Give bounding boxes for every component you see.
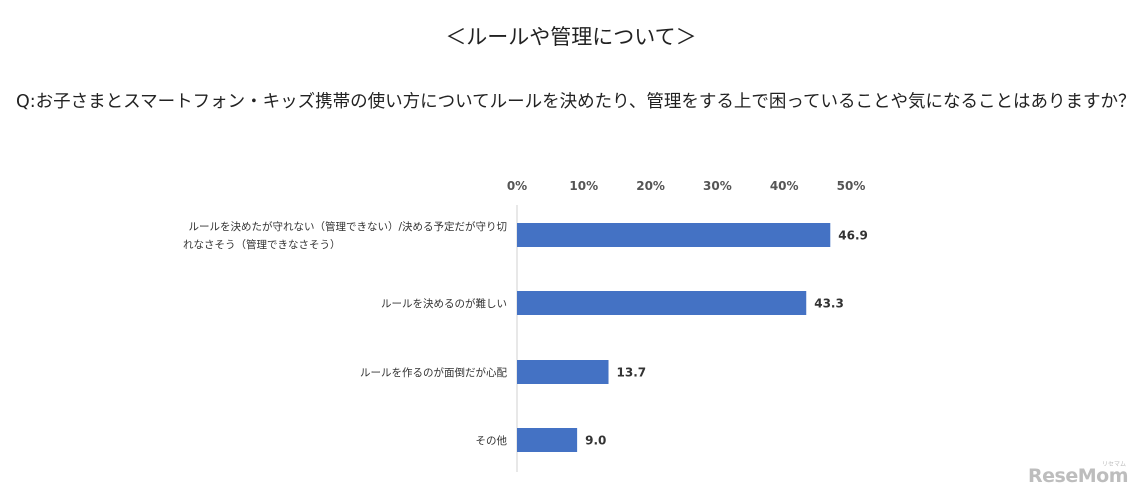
category-label: ルールを決めたが守れない（管理できない）/決める予定だが守り切 — [188, 220, 507, 233]
category-label: れなさそう（管理できなさそう） — [183, 238, 341, 251]
logo-kana: リセマム — [1101, 461, 1126, 468]
section-heading: ＜ルールや管理について＞ — [445, 25, 697, 49]
bar — [517, 223, 831, 247]
category-label: ルールを作るのが面倒だが心配 — [360, 366, 507, 379]
bars — [517, 223, 831, 452]
data-label: 43.3 — [814, 297, 844, 311]
x-tick-label: 20% — [636, 179, 665, 193]
resemom-logo: ReseMom リセマム — [1028, 461, 1128, 487]
data-label: 46.9 — [838, 229, 868, 243]
category-labels: ルールを決めたが守れない（管理できない）/決める予定だが守り切れなさそう（管理で… — [183, 220, 507, 447]
bar — [517, 291, 807, 315]
x-tick-label: 40% — [770, 179, 799, 193]
bar — [517, 360, 609, 384]
logo-text: ReseMom — [1028, 465, 1128, 487]
x-tick-label: 10% — [569, 179, 598, 193]
bar — [517, 428, 578, 452]
x-axis-ticks: 0% 10% 20% 30% 40% 50% — [507, 179, 866, 193]
x-tick-label: 50% — [837, 179, 866, 193]
x-tick-label: 0% — [507, 179, 527, 193]
category-label: ルールを決めるのが難しい — [381, 297, 507, 310]
question-text: Q:お子さまとスマートフォン・キッズ携帯の使い方についてルールを決めたり、管理を… — [16, 92, 1136, 112]
x-tick-label: 30% — [703, 179, 732, 193]
data-label: 9.0 — [585, 434, 606, 448]
data-label: 13.7 — [617, 366, 647, 380]
category-label: その他 — [476, 434, 508, 447]
data-labels: 46.9 43.3 13.7 9.0 — [585, 229, 868, 448]
